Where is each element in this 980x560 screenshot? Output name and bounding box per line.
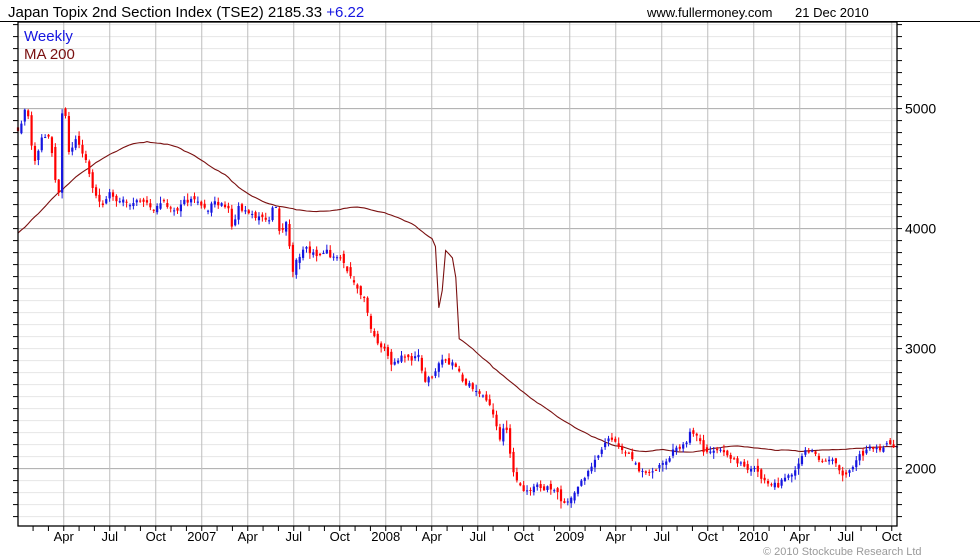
svg-text:Apr: Apr — [238, 529, 259, 544]
svg-text:5000: 5000 — [905, 101, 936, 117]
svg-text:3000: 3000 — [905, 341, 936, 357]
svg-text:Jul: Jul — [101, 529, 118, 544]
svg-text:Jul: Jul — [469, 529, 486, 544]
svg-text:Oct: Oct — [882, 529, 903, 544]
svg-text:2008: 2008 — [371, 529, 400, 544]
svg-text:2007: 2007 — [187, 529, 216, 544]
svg-text:Oct: Oct — [514, 529, 535, 544]
svg-text:Apr: Apr — [422, 529, 443, 544]
svg-text:Apr: Apr — [606, 529, 627, 544]
svg-text:2009: 2009 — [555, 529, 584, 544]
svg-text:Apr: Apr — [790, 529, 811, 544]
svg-text:2000: 2000 — [905, 461, 936, 477]
svg-text:Jul: Jul — [653, 529, 670, 544]
svg-text:Apr: Apr — [54, 529, 75, 544]
svg-text:Jul: Jul — [285, 529, 302, 544]
svg-text:Oct: Oct — [146, 529, 167, 544]
svg-text:4000: 4000 — [905, 221, 936, 237]
svg-text:2010: 2010 — [739, 529, 768, 544]
svg-text:Oct: Oct — [698, 529, 719, 544]
svg-text:Jul: Jul — [837, 529, 854, 544]
svg-text:Oct: Oct — [330, 529, 351, 544]
